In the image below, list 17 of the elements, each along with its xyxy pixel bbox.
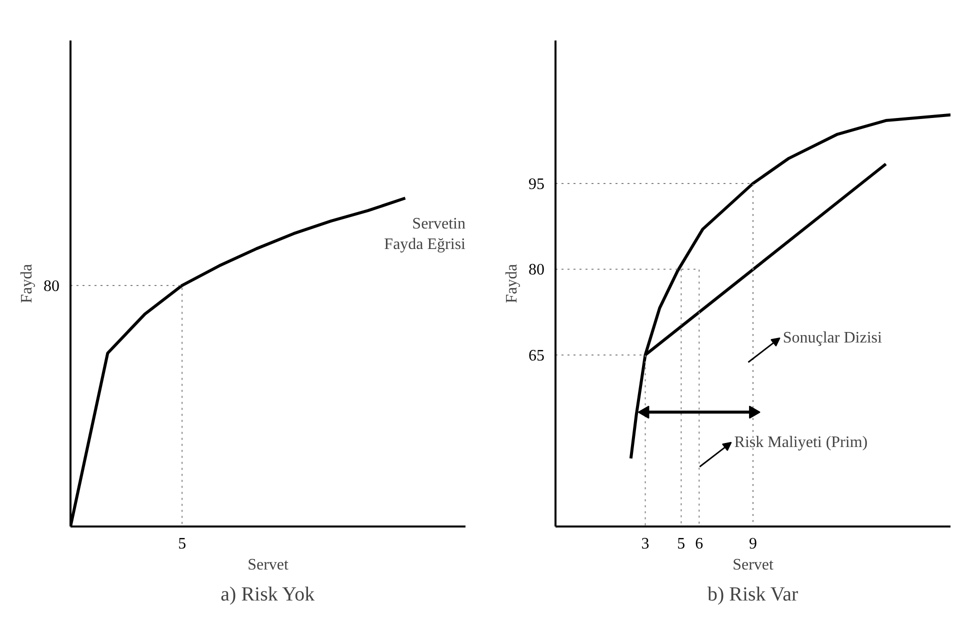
y-tick-label: 95 bbox=[528, 176, 544, 193]
y-tick-label: 80 bbox=[528, 262, 544, 279]
text: a) Risk Yok bbox=[220, 584, 315, 606]
x-tick-label: 6 bbox=[695, 536, 704, 552]
x-axis-title: Servet bbox=[248, 556, 289, 574]
x-axis-title: Servet bbox=[732, 556, 774, 574]
x-tick-label: 3 bbox=[641, 536, 650, 552]
annotation: 80 bbox=[44, 278, 60, 295]
text: b) Risk Var bbox=[707, 584, 799, 606]
annotation: Risk Maliyeti (Prim) bbox=[734, 434, 868, 451]
y-axis-title: Fayda bbox=[18, 264, 36, 304]
annotation: Sonuçlar Dizisi bbox=[782, 329, 883, 346]
x-tick-label: 5 bbox=[677, 536, 686, 552]
y-axis-title: Fayda bbox=[504, 264, 520, 304]
y-tick-label: 65 bbox=[528, 347, 544, 364]
x-tick-label: 9 bbox=[749, 536, 757, 552]
annotation: Servetin Fayda Eğrisi bbox=[384, 215, 466, 253]
